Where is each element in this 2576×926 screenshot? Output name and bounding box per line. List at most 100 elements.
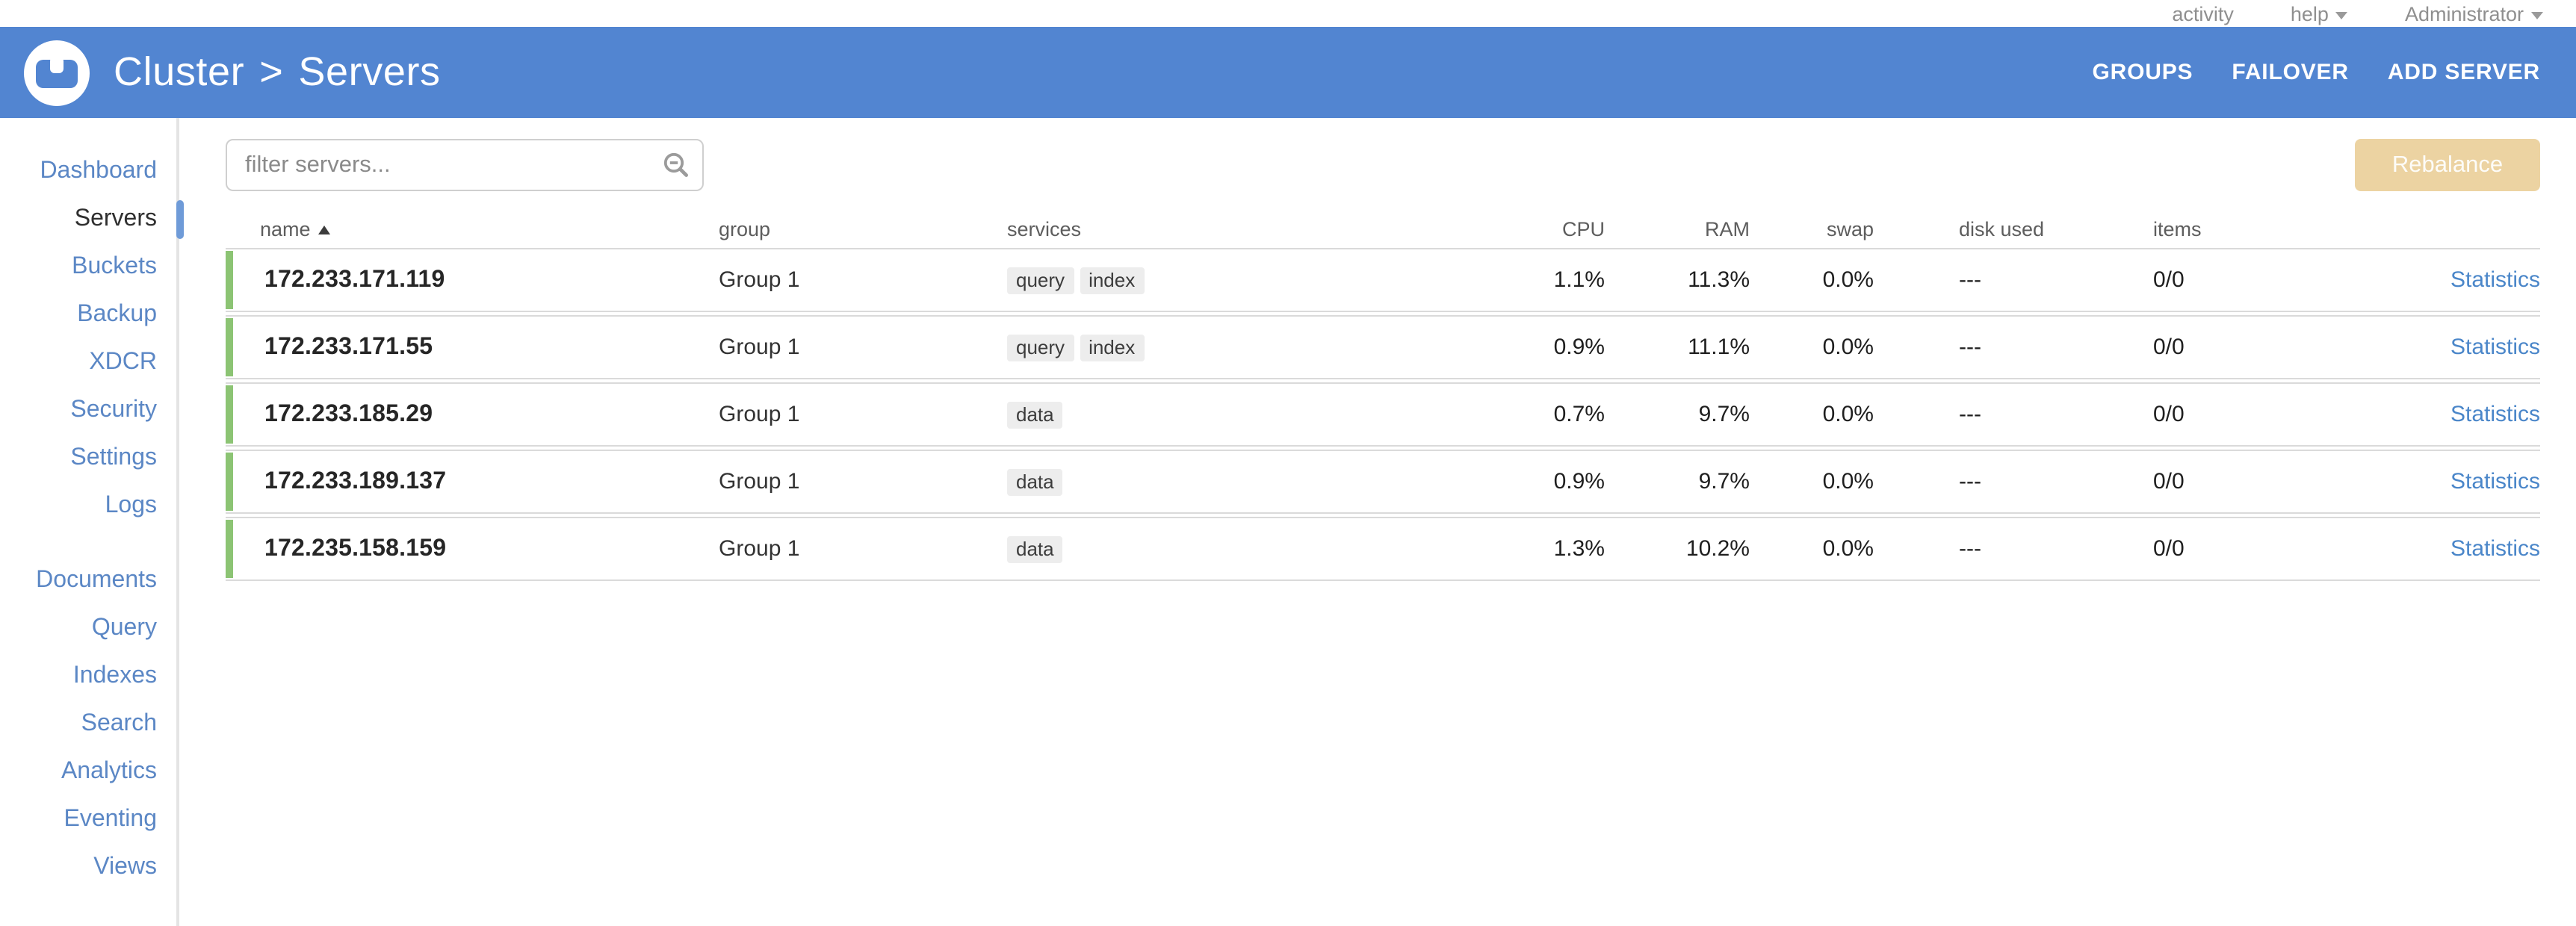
sidebar-nav: Dashboard Servers Buckets Backup XDCR Securit… <box>0 118 184 926</box>
table-row[interactable]: 172.233.189.137 Group 1 data 0.9% 9.7% 0… <box>226 450 2540 514</box>
help-menu[interactable]: help <box>2291 2 2348 25</box>
server-swap: 0.0% <box>1822 536 1874 562</box>
servers-toolbar: Rebalance <box>226 139 2554 191</box>
server-swap: 0.0% <box>1822 402 1874 427</box>
main-panel: Rebalance name group services CPU RAM sw… <box>179 118 2576 926</box>
table-row[interactable]: 172.233.171.55 Group 1 query index 0.9% 1… <box>226 315 2540 379</box>
search-filter-icon <box>663 152 688 177</box>
user-label: Administrator <box>2404 2 2524 25</box>
app-header: Cluster > Servers GROUPS FAILOVER ADD SERV… <box>0 27 2576 118</box>
sort-ascending-icon <box>318 225 330 234</box>
table-row[interactable]: 172.233.171.119 Group 1 query index 1.1% … <box>226 248 2540 312</box>
service-badge-data: data <box>1007 535 1063 562</box>
breadcrumb-separator: > <box>259 49 284 94</box>
statistics-link[interactable]: Statistics <box>2450 468 2540 494</box>
column-header-disk-used[interactable]: disk used <box>1959 218 2045 240</box>
column-header-swap[interactable]: swap <box>1826 218 1874 240</box>
server-health-indicator <box>226 251 233 309</box>
server-services: query index <box>1007 334 1381 361</box>
column-header-services[interactable]: services <box>1007 218 1082 240</box>
breadcrumb: Cluster > Servers <box>114 49 441 96</box>
server-ram: 9.7% <box>1698 469 1750 494</box>
sidebar-item-logs[interactable]: Logs <box>105 493 157 518</box>
server-ram: 10.2% <box>1685 536 1750 562</box>
statistics-link[interactable]: Statistics <box>2450 267 2540 292</box>
server-items: 0/0 <box>2153 335 2185 360</box>
sidebar-item-documents[interactable]: Documents <box>36 568 157 593</box>
breadcrumb-servers: Servers <box>298 49 441 94</box>
activity-label: activity <box>2172 2 2234 25</box>
server-swap: 0.0% <box>1822 469 1874 494</box>
rebalance-button[interactable]: Rebalance <box>2355 139 2540 191</box>
failover-button[interactable]: FAILOVER <box>2232 60 2349 85</box>
server-cpu: 1.3% <box>1553 536 1605 562</box>
server-name: 172.235.158.159 <box>264 535 447 561</box>
server-cpu: 0.9% <box>1553 469 1605 494</box>
sidebar-item-analytics[interactable]: Analytics <box>61 759 157 784</box>
server-disk-used: --- <box>1959 536 1981 562</box>
breadcrumb-cluster: Cluster <box>114 49 245 94</box>
server-health-indicator <box>226 520 233 578</box>
server-items: 0/0 <box>2153 469 2185 494</box>
column-header-name[interactable]: name <box>226 218 719 240</box>
statistics-link[interactable]: Statistics <box>2450 535 2540 561</box>
server-items: 0/0 <box>2153 536 2185 562</box>
server-swap: 0.0% <box>1822 267 1874 293</box>
couchbase-logo-icon <box>24 40 90 105</box>
server-disk-used: --- <box>1959 267 1981 293</box>
table-row[interactable]: 172.235.158.159 Group 1 data 1.3% 10.2% … <box>226 517 2540 581</box>
server-name: 172.233.185.29 <box>264 401 433 426</box>
table-header-row: name group services CPU RAM swap disk us… <box>226 211 2540 248</box>
server-disk-used: --- <box>1959 469 1981 494</box>
server-cpu: 0.9% <box>1553 335 1605 360</box>
service-badge-query: query <box>1007 267 1074 293</box>
server-health-indicator <box>226 385 233 444</box>
sidebar-item-buckets[interactable]: Buckets <box>72 254 157 279</box>
server-ram: 9.7% <box>1698 402 1750 427</box>
sidebar-item-views[interactable]: Views <box>93 854 157 880</box>
sidebar-item-backup[interactable]: Backup <box>77 302 157 327</box>
column-header-group[interactable]: group <box>719 218 771 240</box>
servers-table: 172.233.171.119 Group 1 query index 1.1% … <box>226 248 2540 581</box>
service-badge-data: data <box>1007 468 1063 495</box>
activity-link[interactable]: activity <box>2172 2 2234 25</box>
server-group: Group 1 <box>719 469 800 494</box>
sidebar-item-xdcr[interactable]: XDCR <box>89 349 157 375</box>
user-menu[interactable]: Administrator <box>2405 2 2543 25</box>
server-services: data <box>1007 535 1381 562</box>
statistics-link[interactable]: Statistics <box>2450 401 2540 426</box>
sidebar-item-dashboard[interactable]: Dashboard <box>40 158 157 184</box>
server-ram: 11.3% <box>1688 267 1750 293</box>
server-group: Group 1 <box>719 335 800 360</box>
server-name: 172.233.189.137 <box>264 468 447 494</box>
column-header-cpu[interactable]: CPU <box>1561 218 1605 240</box>
service-badge-data: data <box>1007 401 1063 428</box>
service-badge-query: query <box>1007 334 1074 361</box>
sidebar-item-indexes[interactable]: Indexes <box>72 663 157 689</box>
sidebar-item-security[interactable]: Security <box>70 397 157 423</box>
column-header-ram[interactable]: RAM <box>1705 218 1750 240</box>
sidebar-item-query[interactable]: Query <box>91 615 157 641</box>
groups-button[interactable]: GROUPS <box>2092 60 2193 85</box>
server-services: data <box>1007 468 1381 495</box>
server-health-indicator <box>226 318 233 376</box>
filter-field-wrap <box>226 139 704 191</box>
server-group: Group 1 <box>719 402 800 427</box>
sidebar-item-settings[interactable]: Settings <box>70 445 157 470</box>
sidebar-item-servers[interactable]: Servers <box>0 196 184 243</box>
sidebar-item-search[interactable]: Search <box>81 711 157 736</box>
server-group: Group 1 <box>719 267 800 293</box>
header-actions: GROUPS FAILOVER ADD SERVER <box>2093 60 2540 85</box>
filter-servers-input[interactable] <box>226 139 704 191</box>
column-header-items[interactable]: items <box>2153 218 2202 240</box>
server-swap: 0.0% <box>1822 335 1874 360</box>
server-items: 0/0 <box>2153 402 2185 427</box>
add-server-button[interactable]: ADD SERVER <box>2387 60 2540 85</box>
server-name: 172.233.171.55 <box>264 334 433 359</box>
service-badge-index: index <box>1080 334 1145 361</box>
sidebar-item-eventing[interactable]: Eventing <box>64 807 157 832</box>
chevron-down-icon <box>2531 11 2543 19</box>
table-row[interactable]: 172.233.185.29 Group 1 data 0.7% 9.7% 0.… <box>226 382 2540 447</box>
statistics-link[interactable]: Statistics <box>2450 334 2540 359</box>
